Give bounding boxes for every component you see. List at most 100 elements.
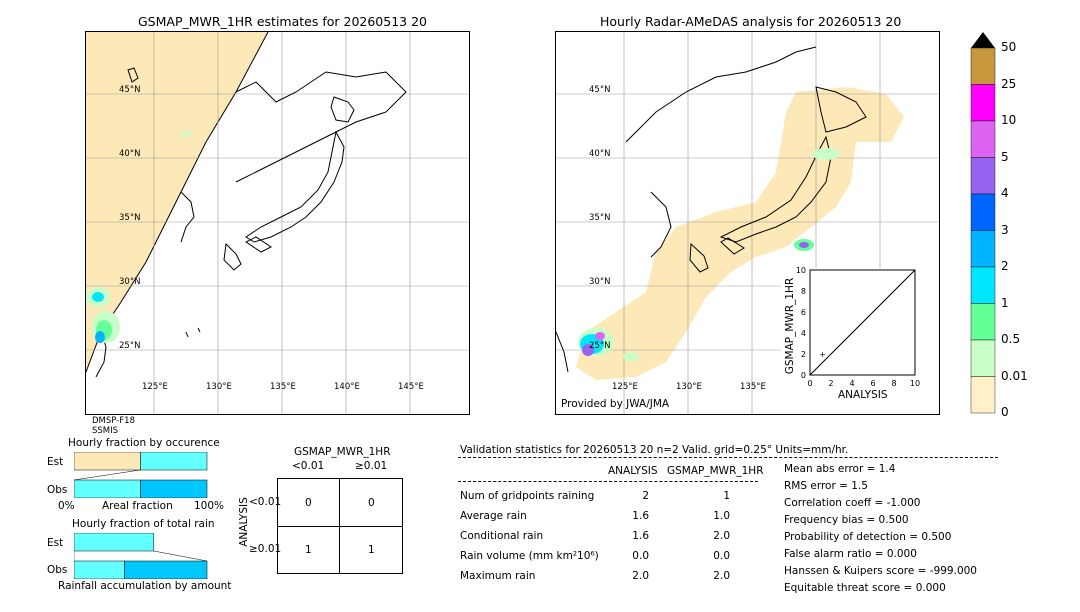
scatter-xtick: 6 <box>870 379 875 388</box>
scatter-ytick: 4 <box>801 329 806 338</box>
score-line: Mean abs error = 1.4 <box>784 463 896 475</box>
scatter-xtick: 0 <box>807 379 812 388</box>
colorbar-level-label: 2 <box>1001 259 1009 273</box>
occurrence-row-est: Est <box>47 456 64 468</box>
scatter-inset: 00 2 2 4 4 6 6 8 8 10 10 + <box>796 266 920 388</box>
occurrence-axis-label: Areal fraction <box>102 500 173 512</box>
right-lon-125: 125°E <box>612 382 638 392</box>
colorbar-bands <box>970 47 996 414</box>
occurrence-row-obs: Obs <box>47 484 68 496</box>
stat-row-analysis: 2 <box>642 490 649 502</box>
occurrence-est-norain-bar <box>74 452 141 471</box>
total-row-est: Est <box>47 537 64 549</box>
colorbar-band <box>970 193 996 231</box>
left-lat-45: 45°N <box>119 85 141 95</box>
score-line: Hanssen & Kuipers score = -999.000 <box>784 565 977 577</box>
right-lat-30: 30°N <box>589 277 611 287</box>
occurrence-obs-rain-bar <box>140 479 208 498</box>
stat-row-gsmap: 1.0 <box>713 510 730 522</box>
colorbar-band <box>970 157 996 195</box>
right-map-canvas <box>556 32 939 414</box>
stat-row-analysis: 1.6 <box>632 510 649 522</box>
contingency-title: GSMAP_MWR_1HR <box>294 446 391 458</box>
colorbar-level-label: 0.5 <box>1001 332 1021 346</box>
scatter-ytick: 8 <box>801 287 806 296</box>
occurrence-est-rain-bar <box>140 452 208 471</box>
colorbar-band <box>970 303 996 341</box>
colorbar-level-label: 50 <box>1001 40 1017 54</box>
left-coastlines <box>95 67 407 378</box>
occurrence-link <box>74 469 141 481</box>
score-line: Frequency bias = 0.500 <box>784 514 909 526</box>
colorbar-level-label: 4 <box>1001 186 1009 200</box>
right-coastlines <box>556 46 867 373</box>
right-lon-135: 135°E <box>740 382 766 392</box>
stat-row-analysis: 0.0 <box>632 550 649 562</box>
scatter-ytick: 10 <box>796 266 806 275</box>
total-bars <box>74 533 208 579</box>
scatter-diagonal <box>809 269 916 376</box>
scatter-ytick: 6 <box>801 308 806 317</box>
stat-row-gsmap: 1 <box>723 490 730 502</box>
contingency-col-1: ≥0.01 <box>355 460 388 472</box>
contingency-grid: 0 0 1 1 <box>277 478 403 574</box>
col-header-rule <box>458 481 758 482</box>
score-line: RMS error = 1.5 <box>784 480 868 492</box>
stat-row-analysis: 2.0 <box>632 570 649 582</box>
total-obs-bar-high <box>124 560 208 579</box>
scatter-ytick: 0 <box>801 371 806 380</box>
occurrence-axis-0: 0% <box>58 500 75 512</box>
left-lon-135: 135°E <box>270 382 296 392</box>
colorbar-band <box>970 339 996 377</box>
total-title: Hourly fraction of total rain <box>72 518 215 530</box>
contingency-row-1: ≥0.01 <box>249 543 282 555</box>
colorbar-level-label: 0.01 <box>1001 368 1028 383</box>
scatter-xtick: 8 <box>891 379 896 388</box>
left-lon-125: 125°E <box>142 382 168 392</box>
total-row-obs: Obs <box>47 564 68 576</box>
occurrence-bars <box>74 452 208 498</box>
left-map-title: GSMAP_MWR_1HR estimates for 20260513 20 <box>138 14 427 29</box>
total-link <box>153 550 208 562</box>
right-coverage <box>576 87 904 380</box>
scatter-xtick: 4 <box>849 379 854 388</box>
right-lat-25: 25°N <box>589 341 611 351</box>
colorbar-band <box>970 266 996 304</box>
colorbar-level-label: 0 <box>1001 405 1009 419</box>
sensor-label: DMSP-F18 <box>92 416 135 426</box>
scatter-xlabel: ANALYSIS <box>838 389 888 401</box>
contingency-cell: 0 <box>305 497 312 509</box>
colorbar-arrow <box>971 32 995 48</box>
left-lon-140: 140°E <box>334 382 360 392</box>
contingency-cell: 1 <box>368 544 375 556</box>
left-lat-25: 25°N <box>119 341 141 351</box>
left-lat-40: 40°N <box>119 149 141 159</box>
left-lon-145: 145°E <box>398 382 424 392</box>
left-lat-30: 30°N <box>119 277 141 287</box>
contingency-cell: 0 <box>368 497 375 509</box>
right-lat-40: 40°N <box>589 149 611 159</box>
stat-row-analysis: 1.6 <box>632 530 649 542</box>
colorbar <box>970 32 996 414</box>
scatter-point: + <box>819 350 826 359</box>
scatter-ylabel: GSMAP_MWR_1HR <box>784 277 796 375</box>
colorbar-level-label: 5 <box>1001 149 1009 164</box>
colorbar-level-label: 3 <box>1001 222 1009 237</box>
colorbar-band <box>970 230 996 268</box>
stat-row-label: Conditional rain <box>460 530 544 542</box>
right-precip <box>578 148 840 361</box>
total-est-bar <box>74 533 155 552</box>
total-footer: Rainfall accumulation by amount <box>58 580 232 592</box>
right-lon-130: 130°E <box>676 382 702 392</box>
left-lon-130: 130°E <box>206 382 232 392</box>
occurrence-axis-100: 100% <box>194 500 225 512</box>
right-lat-35: 35°N <box>589 213 611 223</box>
right-grid <box>556 32 939 414</box>
scatter-ytick: 2 <box>801 350 806 359</box>
sensor-label: SSMIS <box>92 426 119 436</box>
stat-row-gsmap: 2.0 <box>713 530 730 542</box>
col-header-analysis: ANALYSIS <box>608 465 658 477</box>
right-map-title: Hourly Radar-AMeDAS analysis for 2026051… <box>600 14 902 29</box>
colorbar-band <box>970 84 996 122</box>
total-obs-bar-low <box>74 560 125 579</box>
